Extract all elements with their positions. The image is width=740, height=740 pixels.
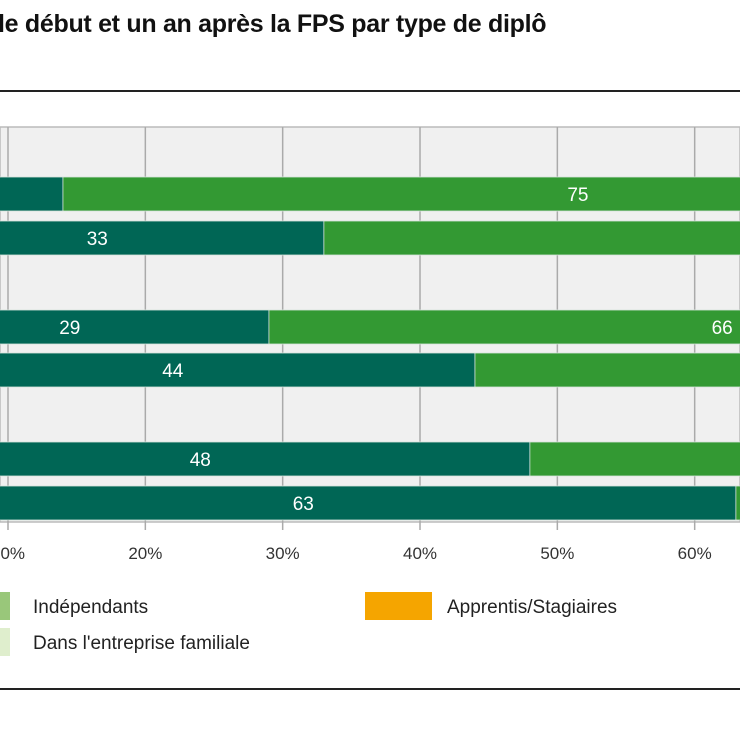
bar-segment: [735, 485, 740, 521]
legend-label: Apprentis/Stagiaires: [447, 597, 617, 618]
bar-segment: [0, 441, 531, 477]
legend-item: Dans l'entreprise familiale: [0, 628, 250, 656]
x-tick-label: 30%: [266, 544, 300, 563]
bar-segment: [0, 352, 476, 388]
data-label: 63: [293, 494, 314, 515]
chart-title: le début et un an après la FPS par type …: [0, 10, 547, 38]
x-tick-label: 10%: [0, 544, 25, 563]
legend-item: Apprentis/Stagiaires: [365, 592, 617, 620]
bar-segment: [0, 176, 64, 212]
x-tick-label: 20%: [128, 544, 162, 563]
bar-segment: [529, 441, 740, 477]
bar-segment: [62, 176, 740, 212]
bar-segment: [268, 309, 740, 345]
data-label: 66: [712, 318, 733, 339]
data-label: 29: [59, 318, 80, 339]
legend-swatch: [0, 592, 10, 620]
data-label: 44: [162, 361, 184, 382]
x-tick-label: 60%: [678, 544, 712, 563]
data-label: 33: [87, 229, 108, 250]
data-label: 75: [567, 185, 588, 206]
bar-segment: [474, 352, 740, 388]
bar-segment: [0, 309, 270, 345]
legend-label: Indépendants: [33, 597, 148, 618]
x-tick-label: 50%: [540, 544, 574, 563]
bar-segment: [0, 485, 737, 521]
legend-swatch: [365, 592, 432, 620]
x-tick-label: 40%: [403, 544, 437, 563]
bar-segment: [0, 220, 325, 256]
data-label: 48: [190, 450, 211, 471]
legend-swatch: [0, 628, 10, 656]
legend-label: Dans l'entreprise familiale: [33, 633, 250, 654]
legend-item: Indépendants: [0, 592, 148, 620]
bar-segment: [323, 220, 740, 256]
